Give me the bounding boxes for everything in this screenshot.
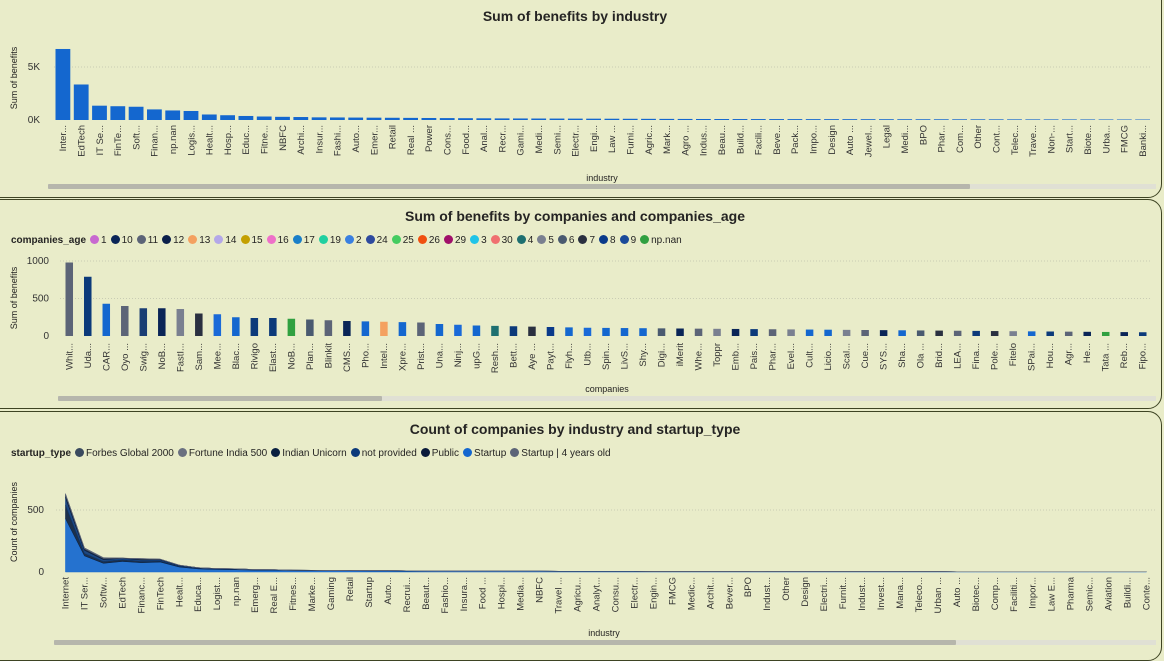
x-tick-label: Auto...: [383, 577, 394, 604]
x-tick-label: Archit...: [705, 577, 716, 609]
x-tick-label: Indust...: [857, 577, 868, 611]
x-tick-label: Gaming: [326, 577, 337, 610]
x-tick-label: Impor...: [1028, 577, 1039, 609]
y-tick-label: 500: [27, 505, 44, 516]
x-tick-label: Bever...: [724, 577, 735, 609]
x-tick-label: Aviation: [1104, 577, 1115, 611]
x-tick-label: BPO: [743, 577, 754, 597]
x-tick-label: Analyt...: [592, 577, 603, 611]
x-tick-label: Softw...: [98, 577, 109, 608]
x-tick-label: Other: [781, 577, 792, 601]
x-tick-label: Conte...: [1142, 577, 1153, 610]
x-tick-label: Semic...: [1085, 577, 1096, 611]
x-tick-label: Pharma: [1066, 576, 1077, 610]
area-series[interactable]: [65, 498, 1146, 572]
x-tick-label: Mana...: [895, 577, 906, 609]
x-tick-label: Retail: [345, 577, 356, 601]
area-series[interactable]: [65, 494, 1146, 572]
x-tick-label: IT Ser...: [79, 577, 90, 610]
x-tick-label: FMCG: [667, 577, 678, 605]
x-tick-label: Comp...: [990, 577, 1001, 610]
x-tick-label: Media...: [516, 577, 527, 611]
x-tick-label: Engin...: [648, 577, 659, 609]
x-tick-label: Urban ...: [933, 577, 944, 613]
y-tick-label: 0: [38, 567, 44, 578]
x-tick-label: Hospi...: [497, 577, 508, 609]
y-axis-label: Count of companies: [9, 481, 19, 562]
x-tick-label: Healt...: [174, 577, 185, 607]
x-tick-label: Indust...: [762, 577, 773, 611]
x-tick-label: Startup: [364, 577, 375, 608]
x-tick-label: Emerg...: [250, 577, 261, 613]
x-tick-label: Logist...: [212, 577, 223, 610]
x-tick-label: Invest...: [876, 577, 887, 610]
x-tick-label: Design: [800, 577, 811, 607]
area-series[interactable]: [65, 495, 1146, 572]
x-tick-label: Buildi...: [1123, 577, 1134, 608]
x-tick-label: Teleco...: [914, 577, 925, 612]
x-tick-label: Recrui...: [402, 577, 413, 612]
area-series[interactable]: [65, 519, 1146, 572]
x-tick-label: Food ...: [478, 577, 489, 609]
x-tick-label: Electri...: [819, 577, 830, 611]
x-tick-label: Financ...: [136, 577, 147, 613]
x-tick-label: FinTech: [155, 577, 166, 610]
x-tick-label: Consu...: [610, 577, 621, 612]
horizontal-scrollbar[interactable]: [54, 640, 1156, 645]
x-tick-label: np.nan: [231, 577, 242, 606]
x-tick-label: Electr...: [629, 577, 640, 609]
x-tick-label: Furnit...: [838, 577, 849, 609]
x-tick-label: Marke...: [307, 577, 318, 611]
x-tick-label: Beaut...: [421, 577, 432, 610]
x-tick-label: NBFC: [535, 577, 546, 603]
scrollbar-thumb[interactable]: [54, 640, 956, 645]
x-tick-label: Travel ...: [554, 577, 565, 614]
x-tick-label: Medic...: [686, 577, 697, 610]
x-tick-label: Fashio...: [440, 577, 451, 613]
x-tick-label: Auto ...: [952, 577, 963, 607]
x-tick-label: Real E...: [269, 577, 280, 613]
x-tick-label: Fitnes...: [288, 577, 299, 611]
x-axis-label: industry: [588, 628, 620, 638]
x-tick-label: Faciliti...: [1009, 577, 1020, 612]
x-tick-label: Agricu...: [573, 577, 584, 612]
area-series[interactable]: [65, 495, 1146, 572]
x-tick-label: Insura...: [459, 577, 470, 611]
x-tick-label: Internet: [60, 577, 71, 610]
area-series[interactable]: [65, 505, 1146, 572]
x-tick-label: EdTech: [117, 577, 128, 609]
x-tick-label: Educa...: [193, 577, 204, 612]
x-tick-label: Law E...: [1047, 577, 1058, 611]
area-series[interactable]: [65, 494, 1146, 572]
x-tick-label: Biotec...: [971, 577, 982, 611]
